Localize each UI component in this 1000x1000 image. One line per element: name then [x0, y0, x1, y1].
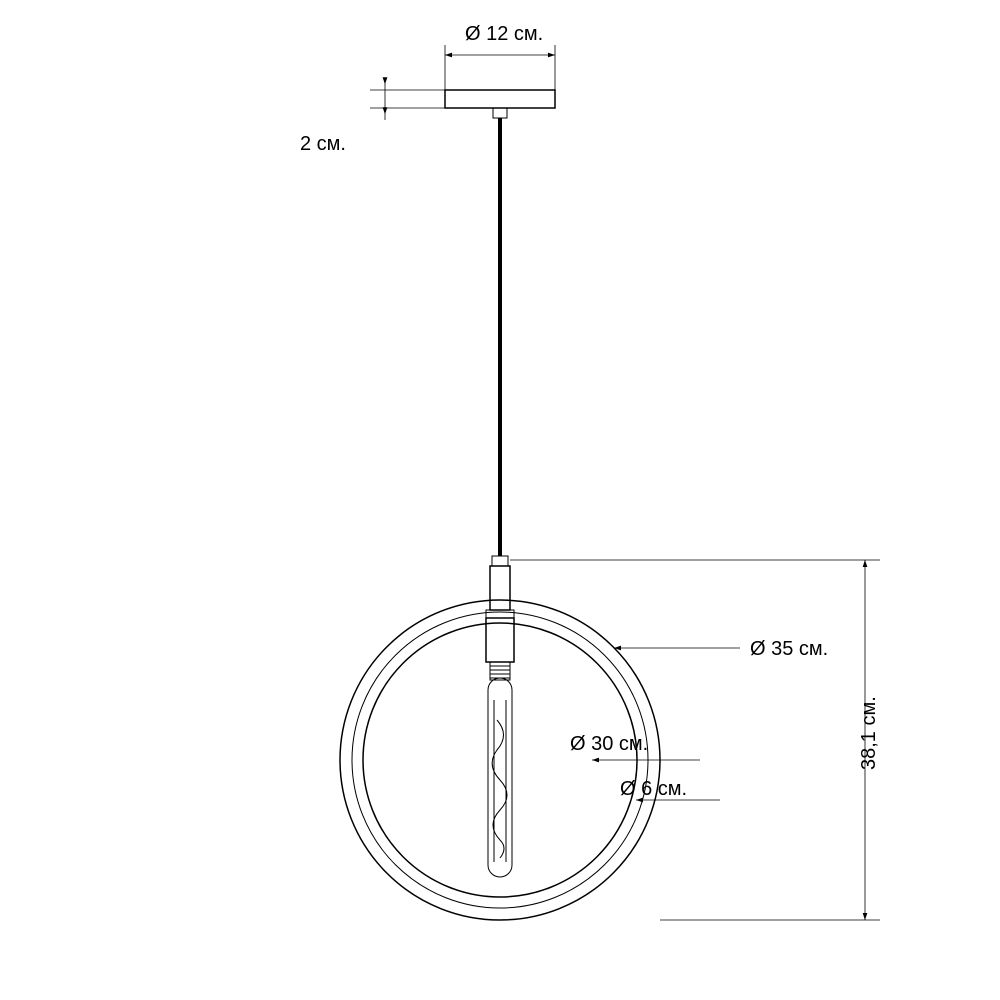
label-fixture-height: 38,1 см. — [858, 696, 880, 770]
label-canopy-diameter: Ø 12 см. — [465, 23, 543, 45]
dim-ring-inner: Ø 30 см. — [570, 733, 700, 760]
label-inner-aperture: Ø 6 см. — [620, 778, 687, 800]
power-cord — [498, 118, 502, 556]
dim-ring-outer: Ø 35 см. — [614, 638, 828, 660]
dim-inner-aperture: Ø 6 см. — [620, 778, 720, 800]
ceiling-canopy — [445, 90, 555, 118]
label-canopy-height: 2 см. — [300, 133, 346, 155]
dim-canopy-height: 2 см. — [300, 78, 445, 155]
label-ring-outer: Ø 35 см. — [750, 638, 828, 660]
tubular-bulb — [488, 678, 512, 877]
dim-canopy-diameter: Ø 12 см. — [445, 23, 555, 90]
socket-assembly — [486, 556, 514, 680]
label-ring-inner: Ø 30 см. — [570, 733, 648, 755]
